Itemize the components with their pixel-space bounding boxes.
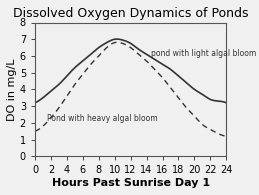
Text: Pond with heavy algal bloom: Pond with heavy algal bloom: [47, 114, 157, 123]
Text: pond with light algal bloom: pond with light algal bloom: [150, 49, 256, 58]
Y-axis label: DO in mg/L: DO in mg/L: [7, 58, 17, 121]
X-axis label: Hours Past Sunrise Day 1: Hours Past Sunrise Day 1: [52, 178, 210, 188]
Title: Dissolved Oxygen Dynamics of Ponds: Dissolved Oxygen Dynamics of Ponds: [13, 7, 248, 20]
